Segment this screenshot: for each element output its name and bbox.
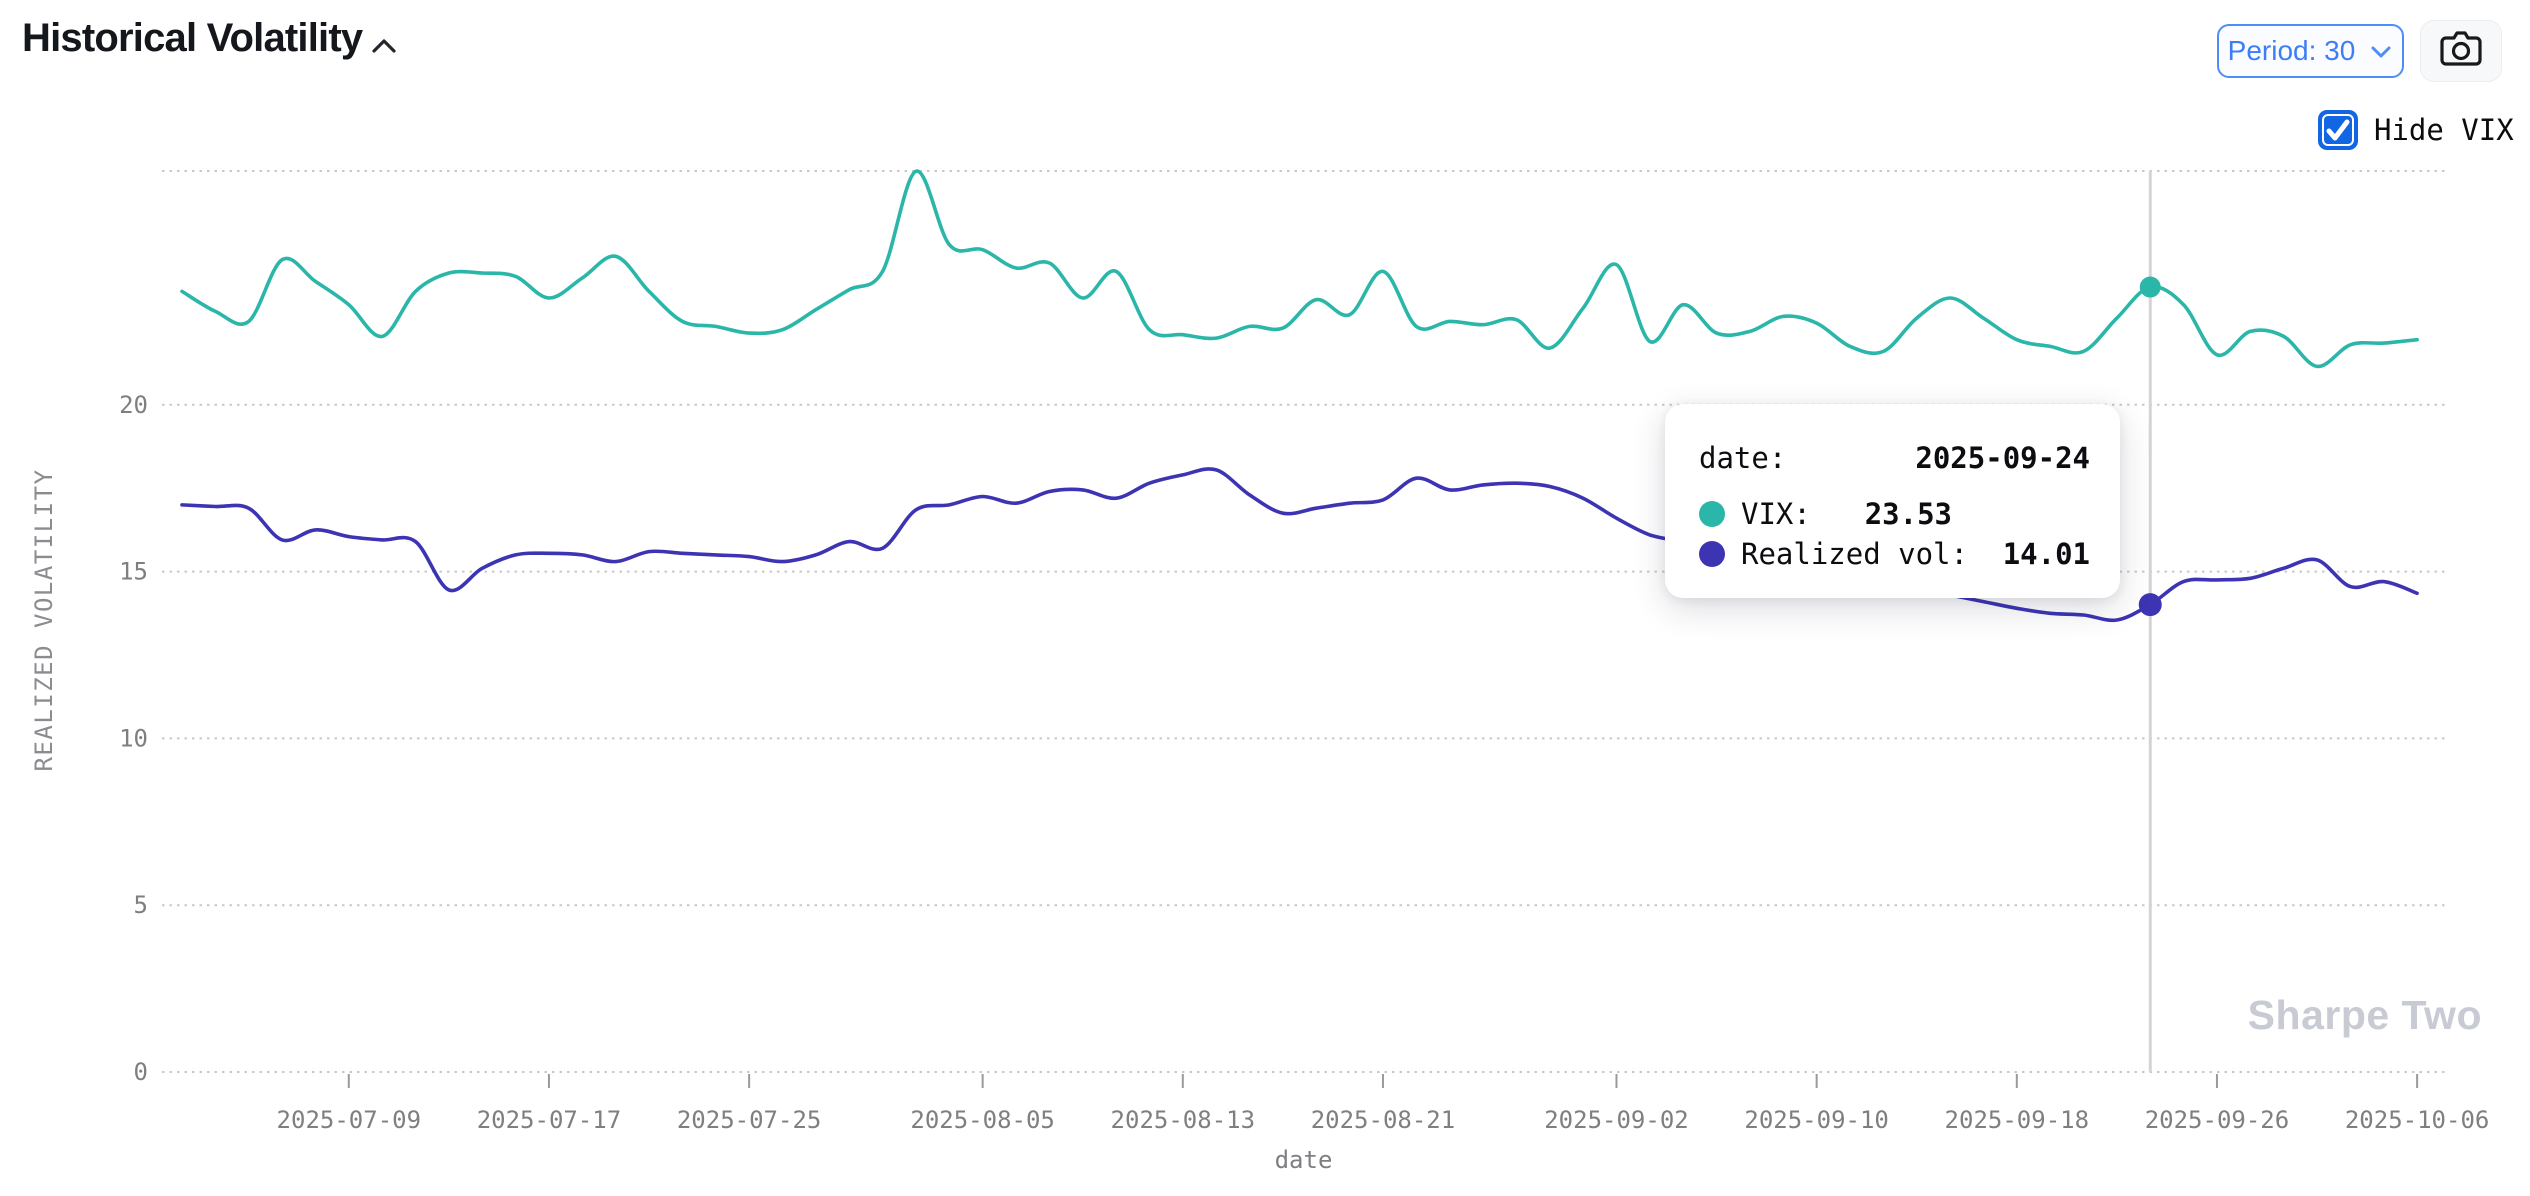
tooltip-realized-row: Realized vol: 14.01 [1699,536,2090,572]
chevron-up-icon [369,37,399,58]
y-tick-label: 15 [119,558,148,586]
y-axis-title: REALIZED VOLATILITY [30,468,58,771]
tooltip-date-row: date: 2025-09-24 [1699,440,2090,476]
tooltip-vix-row: VIX: 23.53 [1699,496,2090,532]
y-tick-label: 20 [119,391,148,419]
tooltip-date-value: 2025-09-24 [1915,441,2090,475]
period-dropdown[interactable]: Period: 30 [2217,24,2404,78]
realized-series-dot [1699,541,1725,567]
x-tick-label: 2025-10-06 [2345,1106,2490,1134]
realized-hover-marker [2138,593,2162,617]
x-tick-label: 2025-07-09 [277,1106,422,1134]
x-tick-label: 2025-07-17 [477,1106,622,1134]
x-tick-label: 2025-09-18 [1945,1106,2090,1134]
tooltip-date-label: date: [1699,441,1787,475]
x-tick-label: 2025-08-13 [1111,1106,1256,1134]
vix-line [180,169,2419,369]
y-tick-label: 10 [119,724,148,752]
tooltip-vix-label: VIX: [1741,497,1811,531]
checkbox-inner-ring [2322,114,2354,146]
x-tick-label: 2025-08-05 [910,1106,1055,1134]
hide-vix-checkbox[interactable] [2318,110,2358,150]
y-tick-label: 5 [134,891,148,919]
x-tick-label: 2025-09-10 [1744,1106,1889,1134]
y-tick-label: 0 [134,1058,148,1086]
page-title: Historical Volatility [22,16,363,60]
hide-vix-label: Hide VIX [2374,113,2514,147]
camera-icon [2439,30,2483,73]
x-tick-label: 2025-07-25 [677,1106,822,1134]
chart-tooltip: date: 2025-09-24 VIX: 23.53 Realized vol… [1665,404,2120,598]
sharpe-two-watermark: Sharpe Two [2247,992,2482,1038]
period-dropdown-label: Period: 30 [2227,35,2356,66]
x-tick-label: 2025-09-02 [1544,1106,1689,1134]
camera-snapshot-button[interactable] [2420,20,2502,82]
checkmark-icon [2326,119,2350,141]
x-axis-title: date [1275,1146,1333,1174]
tooltip-realized-value: 14.01 [2002,537,2090,571]
realized-vol-line [180,467,2419,623]
tooltip-realized-label: Realized vol: [1741,537,1968,571]
vix-hover-marker [2139,276,2161,298]
tooltip-vix-value: 23.53 [1864,497,1952,531]
vix-series-dot [1699,501,1725,527]
hide-vix-control[interactable]: Hide VIX [2318,110,2514,150]
x-tick-label: 2025-08-21 [1311,1106,1456,1134]
collapse-section-button[interactable] [366,32,402,62]
chevron-down-icon [2369,35,2393,67]
x-tick-label: 2025-09-26 [2145,1106,2290,1134]
